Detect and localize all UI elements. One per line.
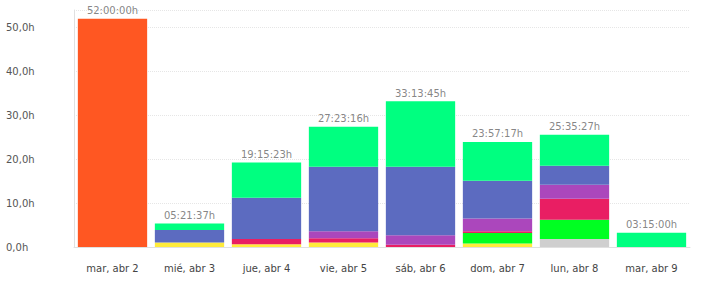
svg-text:mar, abr 9: mar, abr 9: [625, 263, 677, 274]
svg-text:dom, abr 7: dom, abr 7: [470, 263, 525, 274]
svg-text:jue, abr 4: jue, abr 4: [242, 263, 291, 274]
svg-text:30,0h: 30,0h: [6, 110, 35, 121]
svg-text:vie, abr 5: vie, abr 5: [320, 263, 367, 274]
svg-text:19:15:23h: 19:15:23h: [241, 149, 292, 160]
svg-text:0,0h: 0,0h: [6, 242, 28, 253]
svg-text:mié, abr 3: mié, abr 3: [164, 263, 215, 274]
svg-text:50,0h: 50,0h: [6, 22, 35, 33]
svg-text:03:15:00h: 03:15:00h: [626, 219, 677, 230]
svg-text:52:00:00h: 52:00:00h: [87, 5, 138, 16]
svg-text:40,0h: 40,0h: [6, 66, 35, 77]
svg-text:mar, abr 2: mar, abr 2: [86, 263, 138, 274]
svg-text:33:13:45h: 33:13:45h: [395, 88, 446, 99]
svg-text:05:21:37h: 05:21:37h: [164, 210, 215, 221]
svg-text:25:35:27h: 25:35:27h: [549, 121, 600, 132]
svg-text:23:57:17h: 23:57:17h: [472, 128, 523, 139]
svg-text:lun, abr 8: lun, abr 8: [551, 263, 599, 274]
svg-text:10,0h: 10,0h: [6, 198, 35, 209]
svg-text:sáb, abr 6: sáb, abr 6: [395, 263, 445, 274]
svg-text:27:23:16h: 27:23:16h: [318, 113, 369, 124]
svg-text:20,0h: 20,0h: [6, 154, 35, 165]
